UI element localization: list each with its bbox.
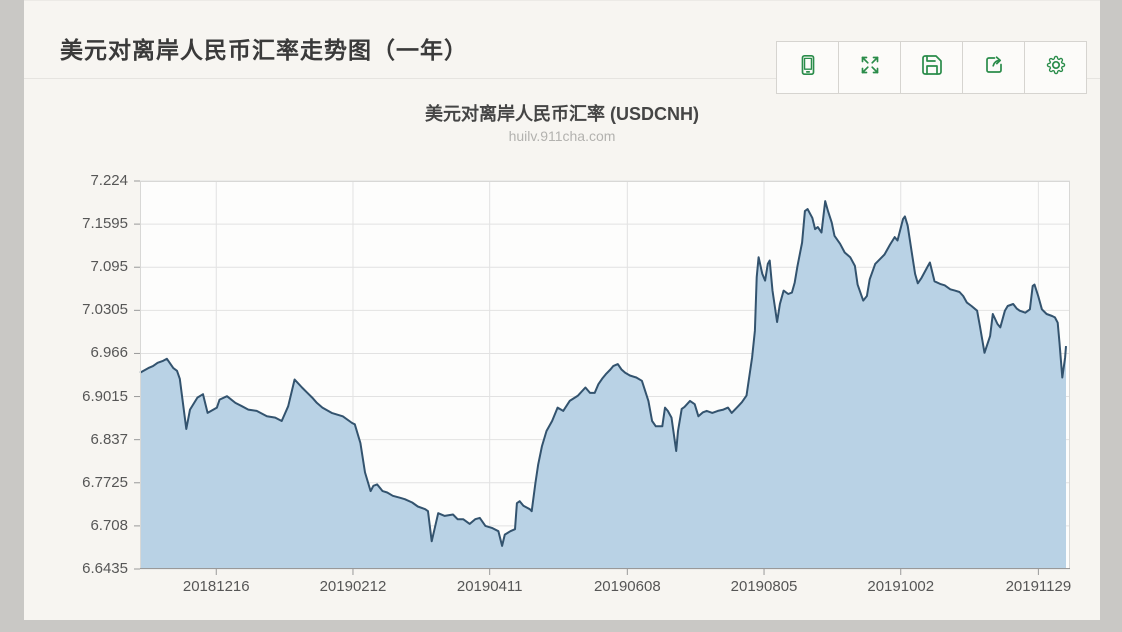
plot-area[interactable]	[134, 180, 1070, 575]
y-axis-label: 6.9015	[82, 387, 128, 405]
y-axis-label: 6.708	[90, 516, 128, 534]
y-axis-label: 7.224	[90, 172, 128, 189]
y-axis-label: 6.6435	[82, 560, 128, 577]
x-axis-label: 20190805	[730, 578, 798, 595]
share-icon	[982, 53, 1006, 82]
chart-toolbar	[776, 41, 1087, 94]
chart-card: 美元对离岸人民币汇率走势图（一年）	[24, 0, 1100, 620]
settings-icon	[1044, 53, 1068, 82]
title-divider	[24, 78, 1100, 79]
y-axis-label: 6.7725	[82, 473, 128, 491]
chart-subtitle: huilv.911cha.com	[508, 128, 616, 144]
y-axis-label: 7.1595	[82, 215, 128, 233]
y-axis-label: 7.0305	[82, 301, 128, 319]
y-axis-label: 6.837	[90, 430, 128, 448]
y-axis-label: 7.095	[90, 258, 128, 276]
save-image-button[interactable]	[900, 41, 963, 94]
x-axis-label: 20190608	[593, 578, 661, 595]
chart-title: 美元对离岸人民币汇率 (USDCNH)	[425, 104, 699, 124]
x-axis-label: 20190212	[319, 578, 387, 595]
page-title: 美元对离岸人民币汇率走势图（一年）	[60, 37, 468, 63]
mobile-icon	[796, 53, 820, 82]
settings-button[interactable]	[1024, 41, 1087, 94]
x-axis-label: 20181216	[182, 578, 250, 595]
x-axis-label: 20190411	[456, 578, 523, 595]
y-axis-label: 6.966	[90, 344, 128, 362]
fullscreen-button[interactable]	[838, 41, 901, 94]
share-button[interactable]	[962, 41, 1025, 94]
fullscreen-icon	[858, 53, 882, 82]
save-icon	[920, 53, 944, 82]
x-axis-label: 20191002	[867, 578, 935, 595]
x-axis-label: 20191129	[1005, 578, 1072, 595]
mobile-view-button[interactable]	[776, 41, 839, 94]
